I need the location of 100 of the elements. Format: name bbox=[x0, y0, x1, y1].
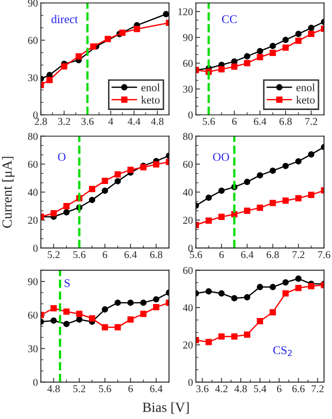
x-tick-label: 6.4 bbox=[150, 385, 163, 392]
point bbox=[282, 36, 289, 44]
point bbox=[206, 338, 212, 346]
point bbox=[206, 218, 212, 224]
y-axis-title: Current [μA] bbox=[2, 156, 15, 228]
y-tick-label: 40 bbox=[182, 188, 193, 196]
point bbox=[206, 194, 212, 201]
point bbox=[270, 309, 276, 316]
x-tick-label: 7.2 bbox=[305, 118, 318, 125]
point bbox=[270, 284, 276, 290]
point bbox=[244, 60, 250, 66]
point bbox=[90, 43, 96, 50]
point bbox=[282, 44, 289, 51]
y-tick-label: 30 bbox=[183, 86, 193, 93]
x-tick-label: 5.6 bbox=[202, 118, 215, 125]
x-tick-label: 4.8 bbox=[151, 118, 164, 125]
y-tick-label: 60 bbox=[183, 266, 193, 274]
point bbox=[50, 305, 57, 312]
x-tick-label: 3.6 bbox=[196, 385, 208, 392]
point bbox=[308, 30, 314, 38]
y-tick-label: 30 bbox=[28, 345, 38, 352]
point bbox=[63, 202, 70, 210]
y-tick-label: 0 bbox=[188, 244, 193, 252]
point bbox=[282, 290, 289, 296]
x-tick-label: 6 bbox=[102, 251, 108, 258]
y-tick-label: 40 bbox=[182, 304, 193, 312]
point bbox=[256, 204, 264, 211]
point bbox=[270, 200, 276, 206]
x-tick-label: 6.8 bbox=[266, 251, 279, 258]
y-tick-label: 90 bbox=[183, 34, 193, 42]
y-tick-label: 120 bbox=[178, 8, 193, 16]
point bbox=[140, 310, 146, 318]
point bbox=[88, 315, 96, 322]
x-tick-label: 7.2 bbox=[292, 251, 304, 258]
point bbox=[295, 38, 302, 44]
point bbox=[46, 76, 53, 84]
point bbox=[308, 192, 314, 198]
point bbox=[104, 36, 111, 42]
x-tick-label: 6.4 bbox=[241, 251, 254, 258]
y-tick-label: 40 bbox=[28, 188, 38, 196]
point bbox=[244, 294, 250, 300]
point bbox=[153, 304, 160, 310]
point bbox=[256, 284, 264, 290]
legend-label: enol bbox=[296, 83, 315, 92]
point bbox=[140, 300, 146, 306]
y-tick-label: 60 bbox=[183, 160, 193, 168]
point bbox=[282, 198, 289, 204]
point bbox=[76, 316, 82, 323]
point bbox=[295, 158, 302, 164]
point bbox=[119, 30, 126, 36]
annotation: O bbox=[58, 152, 66, 161]
y-tick-label: 60 bbox=[183, 60, 193, 67]
annotation: S bbox=[64, 279, 70, 288]
point bbox=[218, 290, 225, 296]
point bbox=[231, 295, 238, 302]
y-tick-label: 60 bbox=[28, 160, 38, 168]
point bbox=[231, 63, 238, 70]
point bbox=[76, 53, 82, 60]
point bbox=[218, 214, 225, 220]
x-tick-label: 5.6 bbox=[190, 251, 202, 258]
x-tick-label: 6.4 bbox=[124, 251, 137, 258]
x-tick-label: 6 bbox=[232, 118, 237, 125]
point bbox=[256, 318, 264, 324]
point bbox=[114, 300, 121, 306]
point bbox=[295, 195, 302, 202]
point bbox=[218, 333, 225, 340]
point bbox=[63, 308, 70, 315]
y-tick-label: 0 bbox=[188, 378, 193, 386]
point bbox=[244, 208, 250, 214]
point bbox=[76, 310, 82, 318]
point bbox=[114, 171, 121, 178]
x-tick-label: 6.8 bbox=[280, 118, 292, 125]
x-axis-title: Bias [V] bbox=[142, 402, 189, 414]
y-tick-label: 80 bbox=[28, 132, 38, 140]
point bbox=[50, 317, 57, 324]
x-tick-label: 6.4 bbox=[254, 118, 266, 125]
point bbox=[114, 178, 121, 184]
point bbox=[231, 333, 238, 340]
y-tick-label: 20 bbox=[183, 342, 193, 349]
x-tick-label: 6.8 bbox=[150, 251, 162, 258]
point bbox=[61, 63, 68, 70]
y-tick-label: 0 bbox=[33, 111, 38, 119]
point bbox=[218, 188, 225, 194]
point bbox=[102, 306, 108, 313]
point bbox=[206, 288, 212, 294]
point bbox=[308, 151, 314, 158]
point bbox=[162, 10, 169, 18]
x-tick-label: 4.4 bbox=[128, 118, 140, 125]
point bbox=[308, 282, 314, 290]
point bbox=[127, 166, 134, 173]
x-tick-label: 3.6 bbox=[81, 118, 94, 125]
legend-label: keto bbox=[141, 96, 160, 104]
point bbox=[63, 209, 70, 216]
point bbox=[256, 172, 264, 178]
annotation: OO bbox=[213, 152, 230, 161]
y-tick-label: 20 bbox=[28, 216, 38, 224]
point bbox=[295, 276, 302, 282]
y-tick-label: 80 bbox=[183, 132, 193, 140]
point bbox=[102, 178, 108, 184]
point bbox=[153, 296, 160, 302]
